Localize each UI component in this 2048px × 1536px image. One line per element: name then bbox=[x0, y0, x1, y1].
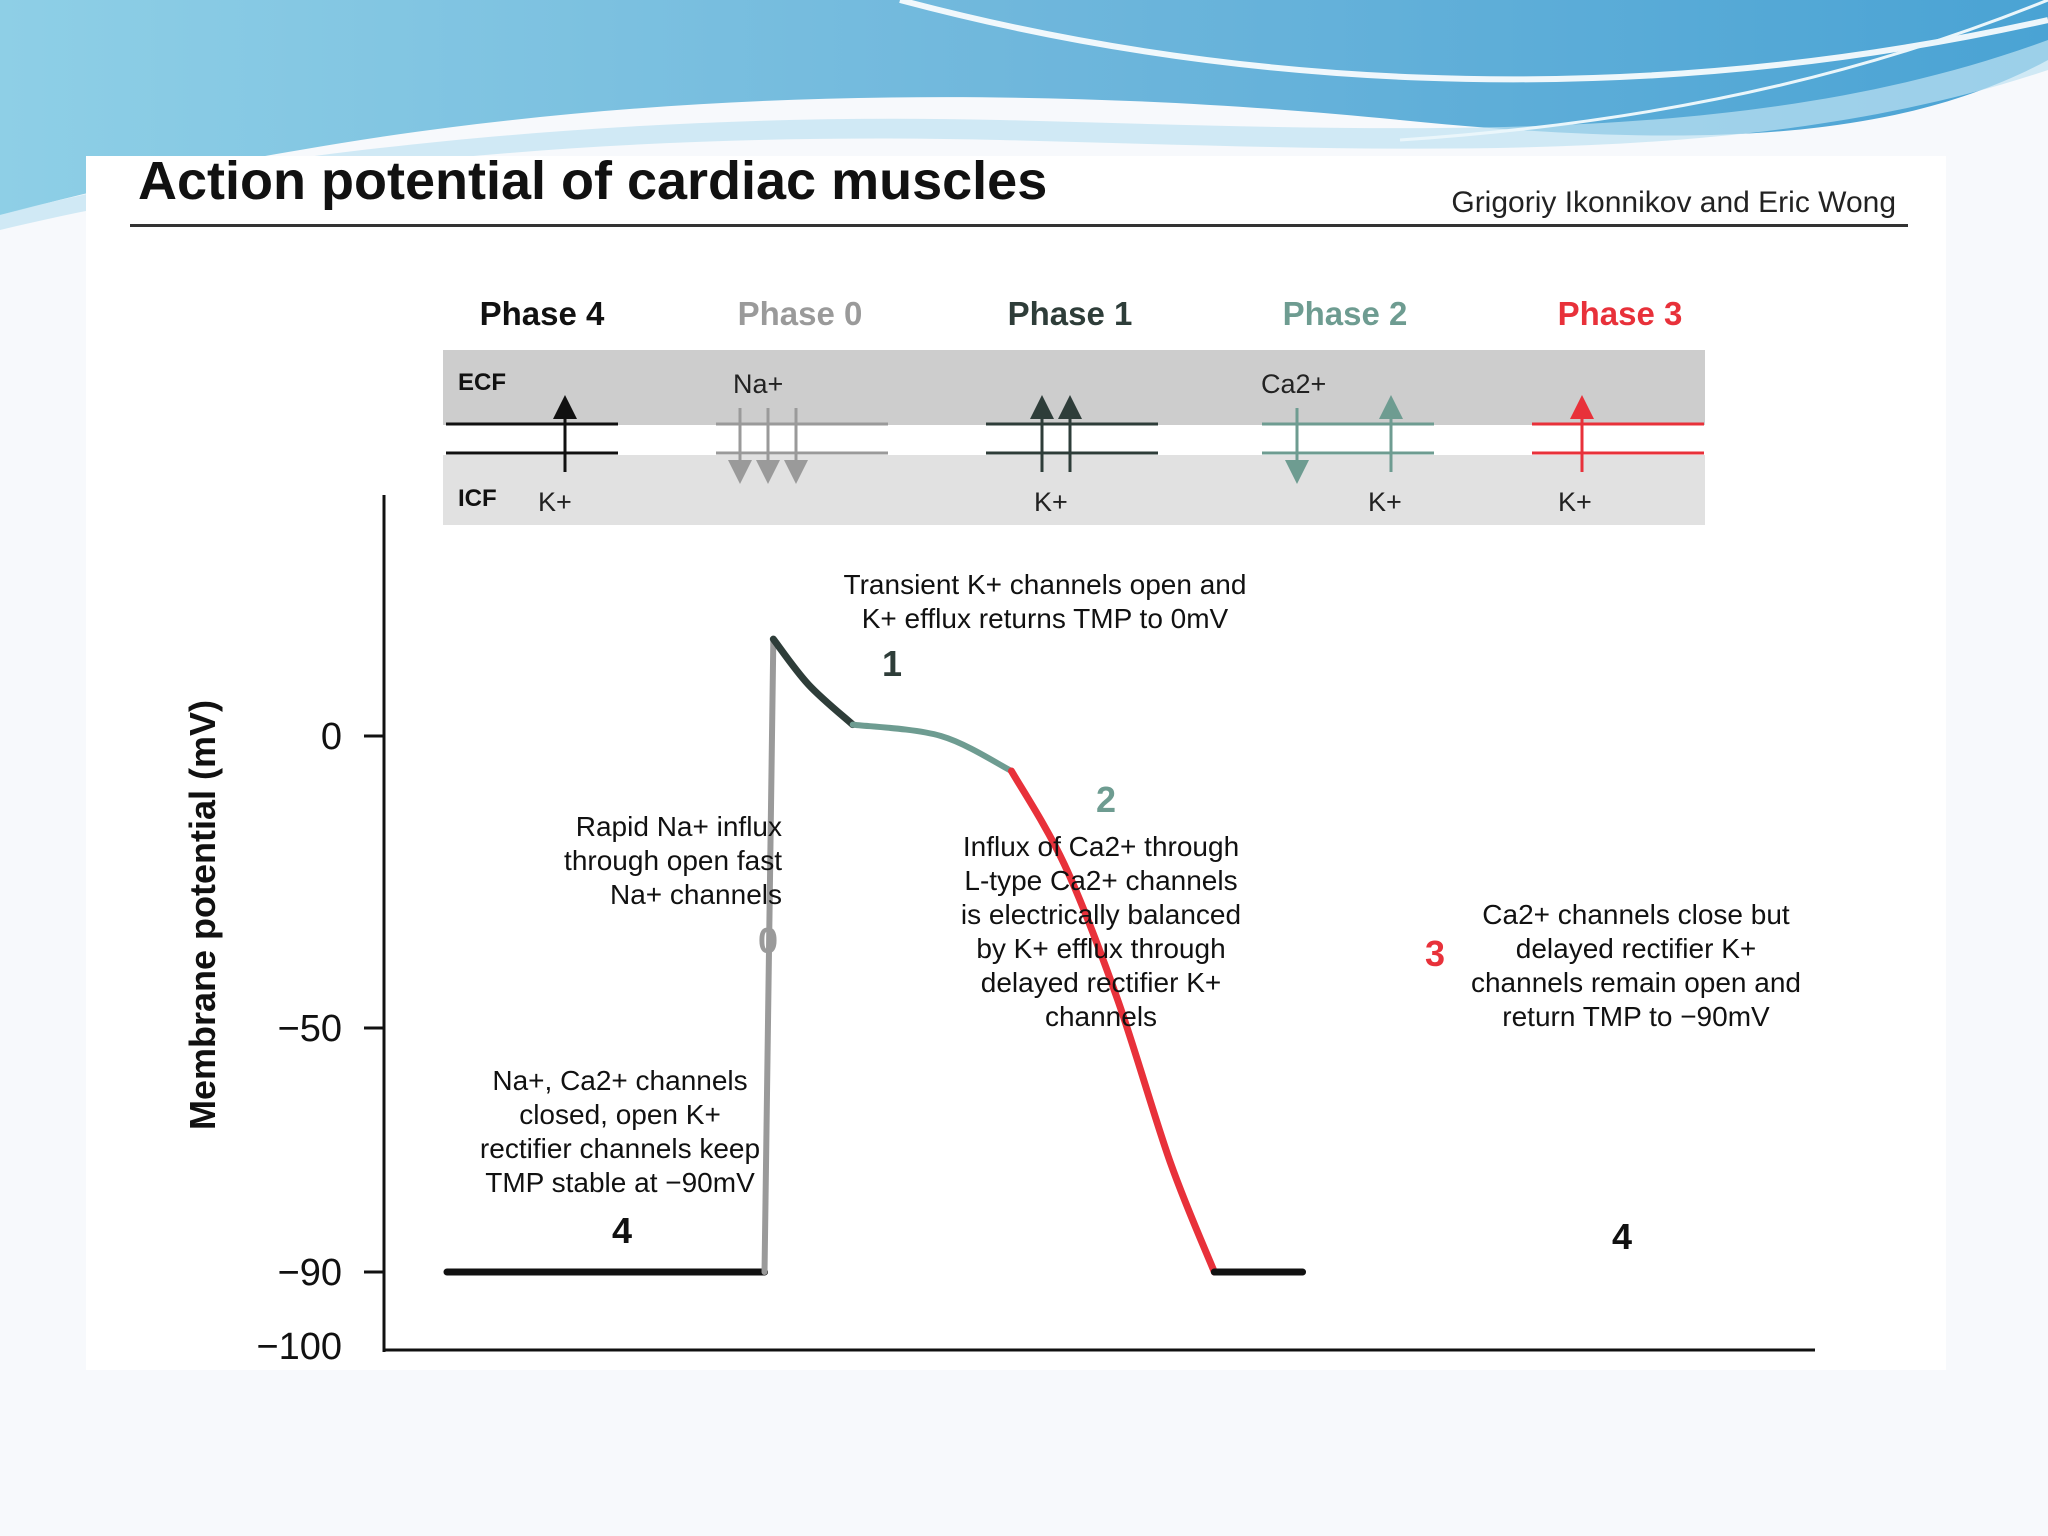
icf-band bbox=[443, 455, 1705, 525]
icf-label: ICF bbox=[458, 485, 497, 512]
annotation-line: closed, open K+ bbox=[519, 1099, 721, 1130]
channel-phase-3: K+ bbox=[1532, 395, 1704, 517]
annotation-line: Transient K+ channels open and bbox=[844, 569, 1247, 600]
figure-authors: Grigoriy Ikonnikov and Eric Wong bbox=[1451, 186, 1896, 219]
y-axis-ticks: 0 −50 −90 −100 bbox=[256, 716, 384, 1368]
annotation-line: return TMP to −90mV bbox=[1502, 1001, 1770, 1032]
y-tick-label: −50 bbox=[278, 1008, 342, 1050]
curve-segment-phase-2 bbox=[849, 721, 1015, 775]
phase-header-3: Phase 3 bbox=[1558, 295, 1683, 332]
curve-segment-phase-1 bbox=[769, 635, 857, 729]
curve-label-4-left: 4 bbox=[612, 1210, 632, 1251]
header-wave-decoration bbox=[0, 0, 2048, 230]
annotation-line: Na+ channels bbox=[610, 879, 782, 910]
annotation-line: channels bbox=[1045, 1001, 1157, 1032]
annotation-line: K+ efflux returns TMP to 0mV bbox=[862, 603, 1229, 634]
phase-header-4: Phase 4 bbox=[480, 295, 605, 332]
annotation-line: by K+ efflux through bbox=[976, 933, 1225, 964]
annotation-line: delayed rectifier K+ bbox=[981, 967, 1221, 998]
svg-text:K+: K+ bbox=[1368, 487, 1402, 517]
title-rule bbox=[130, 224, 1908, 227]
y-tick-label: 0 bbox=[321, 716, 342, 758]
annotation-line: is electrically balanced bbox=[961, 899, 1241, 930]
channel-phase-0: Na+ bbox=[716, 369, 888, 484]
annotation-line: L-type Ca2+ channels bbox=[964, 865, 1237, 896]
curve-label-4-right: 4 bbox=[1612, 1216, 1632, 1257]
ecf-band bbox=[443, 350, 1705, 425]
figure-title: Action potential of cardiac muscles bbox=[138, 151, 1048, 211]
channel-phase-1: K+ bbox=[986, 395, 1158, 517]
curve-label-2: 2 bbox=[1096, 779, 1116, 820]
channel-phase-2: Ca2+ K+ bbox=[1261, 369, 1434, 517]
phase-header-2: Phase 2 bbox=[1283, 295, 1408, 332]
annotation-line: Rapid Na+ influx bbox=[576, 811, 782, 842]
curve-segment-phase-0 bbox=[761, 636, 777, 1275]
annotation-line: Na+, Ca2+ channels bbox=[492, 1065, 747, 1096]
curve-label-1: 1 bbox=[882, 643, 902, 684]
annotation-line: rectifier channels keep bbox=[480, 1133, 760, 1164]
y-tick-label: −100 bbox=[256, 1326, 342, 1368]
annotation-line: channels remain open and bbox=[1471, 967, 1801, 998]
svg-text:K+: K+ bbox=[538, 487, 572, 517]
ecf-label: ECF bbox=[458, 369, 506, 396]
svg-text:Na+: Na+ bbox=[733, 369, 783, 399]
phase-header-0: Phase 0 bbox=[738, 295, 863, 332]
curve-label-0: 0 bbox=[758, 920, 778, 961]
annotation-line: delayed rectifier K+ bbox=[1516, 933, 1756, 964]
y-axis-label: Membrane potential (mV) bbox=[182, 700, 223, 1130]
annotation-line: TMP stable at −90mV bbox=[485, 1167, 755, 1198]
action-potential-curve bbox=[443, 635, 1307, 1276]
svg-text:K+: K+ bbox=[1034, 487, 1068, 517]
membrane-gap bbox=[443, 425, 1705, 455]
svg-text:Ca2+: Ca2+ bbox=[1261, 369, 1326, 399]
annotation-line: Ca2+ channels close but bbox=[1482, 899, 1790, 930]
annotation-line: Influx of Ca2+ through bbox=[963, 831, 1239, 862]
curve-label-3: 3 bbox=[1425, 933, 1445, 974]
channel-phase-4: K+ bbox=[446, 395, 618, 517]
y-tick-label: −90 bbox=[278, 1252, 342, 1294]
annotation-line: through open fast bbox=[564, 845, 782, 876]
curve-segment-phase-3 bbox=[1007, 767, 1218, 1276]
svg-text:K+: K+ bbox=[1558, 487, 1592, 517]
phase-header-1: Phase 1 bbox=[1008, 295, 1133, 332]
